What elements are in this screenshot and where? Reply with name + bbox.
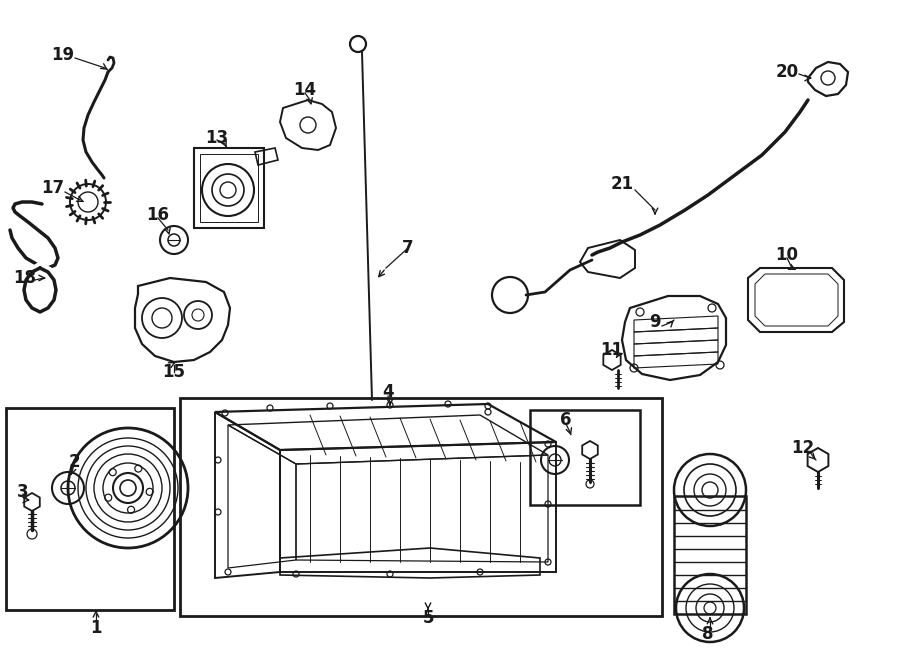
- Bar: [530, 410, 640, 505]
- Text: 21: 21: [610, 175, 634, 193]
- Text: 12: 12: [791, 439, 814, 457]
- Bar: [674, 496, 746, 614]
- Text: 2: 2: [68, 453, 80, 471]
- Text: 1: 1: [90, 619, 102, 637]
- Text: 10: 10: [776, 246, 798, 264]
- Text: 7: 7: [402, 239, 414, 257]
- Text: 5: 5: [422, 609, 434, 627]
- Text: 17: 17: [41, 179, 65, 197]
- Text: 18: 18: [14, 269, 37, 287]
- Bar: [180, 398, 662, 616]
- Bar: [6, 408, 174, 610]
- Text: 14: 14: [293, 81, 317, 99]
- Text: 9: 9: [649, 313, 661, 331]
- Text: 3: 3: [17, 483, 29, 501]
- Text: 15: 15: [163, 363, 185, 381]
- Text: 4: 4: [382, 383, 394, 401]
- Text: 6: 6: [560, 411, 572, 429]
- Text: 11: 11: [600, 341, 624, 359]
- Text: 19: 19: [51, 46, 75, 64]
- Text: 13: 13: [205, 129, 229, 147]
- Text: 20: 20: [776, 63, 798, 81]
- Text: 8: 8: [702, 625, 714, 643]
- Text: 16: 16: [147, 206, 169, 224]
